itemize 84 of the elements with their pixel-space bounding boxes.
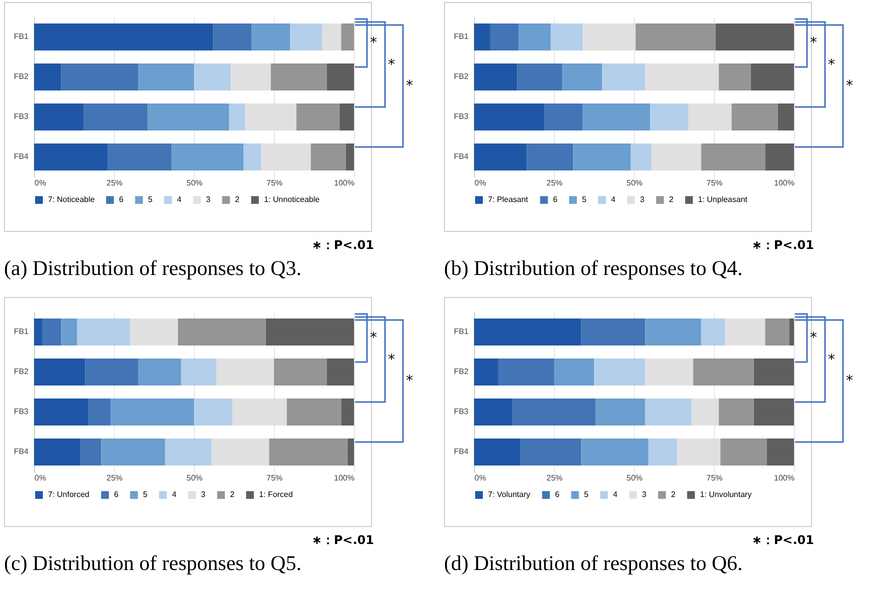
text: * bbox=[828, 56, 835, 72]
x-tick-label: 25% bbox=[106, 474, 123, 482]
legend-label: 5 bbox=[148, 195, 153, 204]
y-tick-label: FB4 bbox=[454, 152, 470, 161]
legend-label: 4 bbox=[172, 490, 177, 499]
x-tick-label: 75% bbox=[266, 474, 283, 482]
x-tick-label: 25% bbox=[546, 474, 563, 482]
y-tick-label: FB4 bbox=[14, 152, 30, 161]
legend-label: 2 bbox=[230, 490, 235, 499]
y-tick-label: FB1 bbox=[14, 32, 30, 41]
text: * bbox=[846, 373, 853, 389]
y-tick-label: FB3 bbox=[14, 407, 30, 416]
x-tick-label: 75% bbox=[706, 178, 723, 188]
text: * bbox=[388, 56, 395, 72]
legend-label: 5 bbox=[584, 490, 589, 499]
text: * bbox=[846, 78, 853, 94]
x-tick-label: 75% bbox=[266, 178, 283, 188]
legend-label: 7: Pleasant bbox=[488, 195, 529, 204]
x-tick-label: 0% bbox=[34, 474, 46, 482]
legend-label: 4 bbox=[613, 490, 618, 499]
legend-label: 1: Unpleasant bbox=[698, 195, 748, 204]
text: * bbox=[370, 35, 377, 51]
y-tick-label: FB2 bbox=[14, 367, 30, 376]
y-tick-label: FB4 bbox=[14, 447, 30, 456]
legend-label: 5 bbox=[143, 490, 148, 499]
y-tick-label: FB2 bbox=[14, 72, 30, 81]
text: (b) Distribution of responses to Q4. bbox=[444, 256, 744, 281]
x-tick-label: 0% bbox=[34, 178, 46, 188]
text: * bbox=[828, 352, 835, 368]
text: * bbox=[370, 330, 377, 346]
y-tick-label: FB1 bbox=[454, 327, 470, 336]
legend-label: 1: Forced bbox=[259, 490, 293, 499]
legend-label: 1: Unnoticeable bbox=[264, 195, 320, 204]
legend-label: 7: Voluntary bbox=[488, 490, 530, 499]
legend-label: 3 bbox=[206, 195, 211, 204]
legend-label: 1: Unvoluntary bbox=[700, 490, 752, 499]
y-tick-label: FB3 bbox=[454, 407, 470, 416]
legend-label: 3 bbox=[640, 195, 645, 204]
x-tick-label: 50% bbox=[186, 474, 203, 482]
legend-label: 6 bbox=[114, 490, 119, 499]
legend-label: 3 bbox=[642, 490, 647, 499]
x-tick-label: 50% bbox=[626, 178, 643, 188]
x-tick-label: 0% bbox=[474, 474, 486, 482]
y-tick-label: FB3 bbox=[454, 112, 470, 121]
text: * bbox=[810, 330, 817, 346]
text: ∗：P<.01 bbox=[310, 237, 374, 254]
legend-label: 2 bbox=[671, 490, 676, 499]
x-tick-label: 25% bbox=[546, 178, 563, 188]
legend-label: 2 bbox=[235, 195, 240, 204]
x-tick-label: 100% bbox=[334, 474, 354, 482]
legend-label: 6 bbox=[553, 195, 558, 204]
y-tick-label: FB2 bbox=[454, 72, 470, 81]
text: ∗：P<.01 bbox=[310, 532, 374, 549]
y-tick-label: FB1 bbox=[454, 32, 470, 41]
legend-label: 6 bbox=[119, 195, 124, 204]
y-tick-label: FB3 bbox=[14, 112, 30, 121]
y-tick-label: FB2 bbox=[454, 367, 470, 376]
legend-label: 4 bbox=[177, 195, 182, 204]
text: * bbox=[406, 373, 413, 389]
x-tick-label: 50% bbox=[186, 178, 203, 188]
text: ∗：P<.01 bbox=[750, 237, 814, 254]
legend-label: 2 bbox=[669, 195, 674, 204]
text: (a) Distribution of responses to Q3. bbox=[4, 256, 302, 281]
x-tick-label: 100% bbox=[774, 474, 794, 482]
legend-label: 3 bbox=[201, 490, 206, 499]
x-tick-label: 25% bbox=[106, 178, 123, 188]
text: (c) Distribution of responses to Q5. bbox=[4, 551, 302, 576]
x-tick-label: 100% bbox=[334, 178, 354, 188]
text: ∗：P<.01 bbox=[750, 532, 814, 549]
text: * bbox=[388, 352, 395, 368]
legend-label: 7: Unforced bbox=[48, 490, 90, 499]
legend-label: 5 bbox=[582, 195, 587, 204]
text: (d) Distribution of responses to Q6. bbox=[444, 551, 744, 576]
legend-label: 4 bbox=[611, 195, 616, 204]
text: * bbox=[810, 35, 817, 51]
y-tick-label: FB4 bbox=[454, 447, 470, 456]
x-tick-label: 100% bbox=[774, 178, 794, 188]
y-tick-label: FB1 bbox=[14, 327, 30, 336]
x-tick-label: 50% bbox=[626, 474, 643, 482]
legend-label: 6 bbox=[555, 490, 560, 499]
x-tick-label: 0% bbox=[474, 178, 486, 188]
text: * bbox=[406, 78, 413, 94]
legend-label: 7: Noticeable bbox=[48, 195, 96, 204]
x-tick-label: 75% bbox=[706, 474, 723, 482]
